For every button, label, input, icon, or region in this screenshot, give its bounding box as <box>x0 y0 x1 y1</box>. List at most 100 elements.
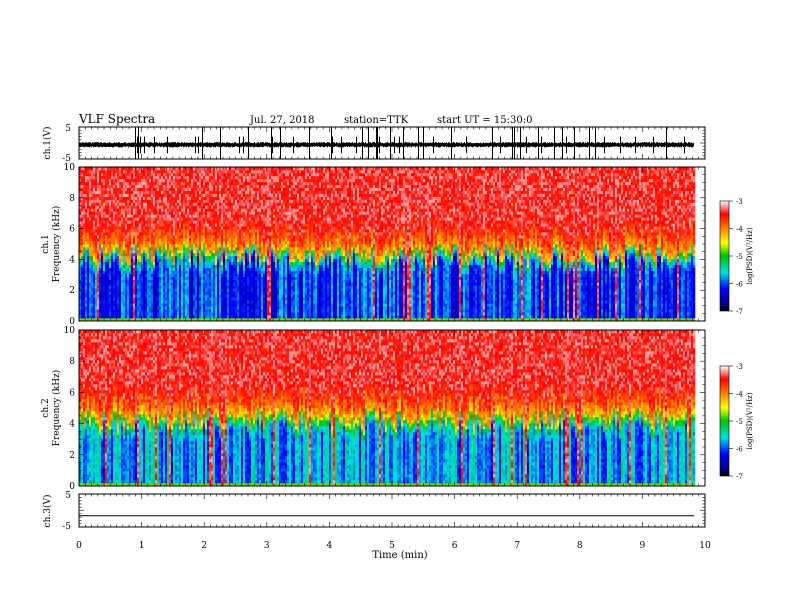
spectrogram-cell <box>195 261 198 266</box>
spectrogram-cell <box>115 172 118 177</box>
spectrogram-cell <box>93 167 96 171</box>
spectrogram-cell <box>107 205 110 209</box>
spectrogram-cell <box>103 193 106 197</box>
spectrogram-cell <box>169 190 172 194</box>
spectrogram-cell <box>115 193 118 197</box>
spectrogram-cell <box>89 184 92 189</box>
spectrogram-cell <box>229 205 232 209</box>
spectrogram-cell <box>113 244 116 248</box>
spectrogram-cell <box>195 199 198 203</box>
spectrogram-cell <box>243 288 246 292</box>
spectrogram-column <box>119 167 122 321</box>
spectrogram-cell <box>215 270 218 274</box>
spectrogram-cell <box>249 241 252 245</box>
spectrogram-column <box>173 167 176 321</box>
spectrogram-cell <box>197 270 200 274</box>
spectrogram-cell <box>217 205 220 209</box>
spectrogram-cell <box>159 244 162 248</box>
spectrogram-cell <box>97 315 100 319</box>
spectrogram-cell <box>87 187 90 191</box>
spectrogram-cell <box>133 232 136 236</box>
spectrogram-cell <box>171 205 174 209</box>
spectrogram-cell <box>175 270 178 274</box>
spectrogram-cell <box>79 291 82 295</box>
spectrogram-cell <box>151 288 154 292</box>
spectrogram-cell <box>119 220 122 224</box>
spectrogram-cell <box>193 288 196 292</box>
spectrogram-cell <box>79 199 82 203</box>
spectrogram-cell <box>251 244 254 248</box>
spectrogram-cell <box>233 220 236 224</box>
spectrogram-cell <box>219 258 222 263</box>
spectrogram-cell <box>221 223 224 227</box>
spectrogram-cell <box>247 255 250 260</box>
spectrogram-cell <box>87 193 90 197</box>
spectrogram-cell <box>131 270 134 274</box>
spectrogram-cell <box>83 306 86 310</box>
spectrogram-cell <box>257 297 260 301</box>
spectrogram-cell <box>171 285 174 289</box>
spectrogram-cell <box>143 318 146 321</box>
spectrogram-cell <box>229 261 232 266</box>
spectrogram-cell <box>207 306 210 310</box>
spectrogram-cell <box>253 258 256 263</box>
spectrogram-cell <box>187 187 190 191</box>
spectrogram-cell <box>171 181 174 186</box>
spectrogram-cell <box>163 318 166 321</box>
spectrogram-column <box>123 167 126 321</box>
spectrogram-cell <box>213 246 216 251</box>
spectrogram-cell <box>87 282 90 286</box>
spectrogram-cell <box>221 288 224 292</box>
spectrogram-cell <box>171 315 174 319</box>
spectrogram-cell <box>197 199 200 203</box>
spectrogram-cell <box>205 291 208 295</box>
spectrogram-cell <box>95 312 98 316</box>
spectrogram-cell <box>119 303 122 307</box>
spectrogram-cell <box>131 190 134 194</box>
spectrogram-cell <box>205 241 208 245</box>
spectrogram-cell <box>183 246 186 251</box>
spectrogram-cell <box>99 315 102 319</box>
spectrogram-cell <box>113 312 116 316</box>
spectrogram-cell <box>187 178 190 183</box>
spectrogram-cell <box>107 175 110 180</box>
spectrogram-cell <box>139 193 142 197</box>
spectrogram-cell <box>137 238 140 242</box>
spectrogram-cell <box>83 208 86 212</box>
spectrogram-cell <box>117 190 120 194</box>
spectrogram-cell <box>129 190 132 194</box>
spectrogram-cell <box>199 252 202 257</box>
spectrogram-cell <box>239 270 242 274</box>
spectrogram-cell <box>179 300 182 304</box>
spectrogram-cell <box>85 294 88 298</box>
spectrogram-cell <box>99 211 102 215</box>
spectrogram-cell <box>151 232 154 236</box>
spectrogram-cell <box>91 238 94 242</box>
spectrogram-cell <box>239 181 242 186</box>
spectrogram-cell <box>89 261 92 266</box>
spectrogram-cell <box>83 241 86 245</box>
spectrogram-cell <box>99 273 102 277</box>
spectrogram-cell <box>245 184 248 189</box>
spectrogram-cell <box>207 270 210 274</box>
spectrogram-cell <box>205 252 208 257</box>
spectrogram-cell <box>123 226 126 230</box>
spectrogram-cell <box>255 235 258 239</box>
spectrogram-cell <box>249 279 252 283</box>
spectrogram-cell <box>151 315 154 319</box>
spectrogram-cell <box>217 235 220 239</box>
spectrogram-cell <box>189 172 192 177</box>
spectrogram-cell <box>119 258 122 263</box>
spectrogram-cell <box>229 244 232 248</box>
spectrogram-cell <box>113 306 116 310</box>
spectrogram-cell <box>161 214 164 218</box>
spectrogram-cell <box>213 167 216 171</box>
spectrogram-cell <box>121 226 124 230</box>
spectrogram-cell <box>127 181 130 186</box>
spectrogram-cell <box>91 208 94 212</box>
spectrogram-cell <box>233 249 236 254</box>
spectrogram-cell <box>163 252 166 257</box>
spectrogram-cell <box>239 244 242 248</box>
spectrogram-cell <box>139 270 142 274</box>
spectrogram-cell <box>225 288 228 292</box>
